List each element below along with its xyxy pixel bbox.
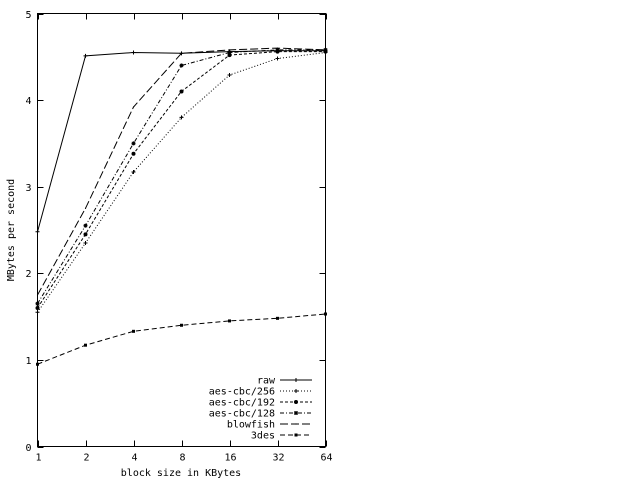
- x-tick-label: 16: [224, 453, 236, 464]
- y-tick-label: 0: [25, 443, 31, 454]
- data-point: [276, 47, 279, 49]
- y-tick-label: 2: [25, 269, 31, 280]
- x-tick-label: 32: [272, 453, 284, 464]
- data-point: [131, 141, 136, 146]
- data-point: [35, 305, 40, 310]
- y-tick-label: 1: [25, 356, 31, 367]
- data-point: [132, 329, 135, 333]
- series-line: [37, 313, 326, 365]
- data-point: [276, 316, 279, 320]
- data-point: [180, 52, 183, 54]
- legend: rawaes-cbc/256aes-cbc/192aes-cbc/128blow…: [209, 376, 312, 442]
- series-aes-cbc-192: [35, 49, 328, 310]
- data-point: [131, 50, 136, 55]
- data-point: [83, 223, 88, 228]
- series-line: [37, 50, 326, 232]
- data-point: [84, 207, 87, 209]
- y-tick-label: 4: [25, 96, 31, 107]
- data-point: [131, 169, 136, 174]
- data-point: [179, 89, 184, 94]
- data-point: [35, 310, 40, 315]
- data-point: [228, 49, 231, 51]
- data-point: [180, 323, 183, 327]
- data-point: [132, 106, 135, 108]
- y-axis: 0 1 2 3 4 5: [25, 10, 326, 454]
- data-point: [228, 319, 231, 323]
- data-point: [295, 423, 297, 425]
- data-point: [35, 301, 40, 306]
- plot-frame: [37, 13, 326, 447]
- data-point: [179, 63, 184, 68]
- data-point: [275, 56, 280, 61]
- data-point: [294, 389, 298, 393]
- data-point: [324, 49, 327, 51]
- legend-label: raw: [257, 376, 276, 387]
- data-point: [84, 343, 87, 347]
- y-tick-label: 3: [25, 183, 31, 194]
- data-point: [294, 411, 298, 415]
- data-point: [294, 378, 298, 382]
- data-point: [131, 151, 136, 156]
- data-point: [83, 53, 88, 58]
- data-point: [324, 312, 327, 316]
- series-aes-cbc-128: [35, 47, 328, 306]
- data-point: [294, 433, 298, 437]
- data-point: [36, 362, 39, 366]
- data-point: [227, 50, 232, 55]
- series-raw: [35, 48, 328, 234]
- y-tick-label: 5: [25, 10, 31, 21]
- data-point: [179, 115, 184, 120]
- legend-label: aes-cbc/192: [209, 398, 275, 409]
- legend-label: aes-cbc/128: [209, 409, 275, 420]
- x-axis-label: block size in KBytes: [121, 468, 241, 479]
- legend-label: blowfish: [227, 420, 275, 431]
- data-point: [83, 240, 88, 245]
- series-blowfish: [36, 47, 327, 296]
- data-point: [294, 400, 298, 404]
- legend-label: 3des: [251, 431, 275, 442]
- x-tick-label: 4: [131, 453, 137, 464]
- series-layer: [35, 47, 328, 366]
- data-point: [36, 294, 39, 296]
- data-point: [83, 232, 88, 237]
- data-point: [275, 47, 280, 52]
- x-tick-label: 8: [179, 453, 185, 464]
- x-tick-label: 1: [35, 453, 41, 464]
- series-3des: [36, 312, 327, 366]
- x-tick-label: 2: [83, 453, 89, 464]
- series-line: [37, 47, 326, 296]
- legend-label: aes-cbc/256: [209, 387, 275, 398]
- x-axis: 1 2 4 8 16 32 64: [35, 13, 333, 464]
- y-axis-label: MBytes per second: [6, 179, 17, 281]
- data-point: [35, 229, 40, 234]
- x-tick-label: 64: [320, 453, 332, 464]
- data-point: [227, 72, 232, 77]
- series-line: [37, 49, 326, 304]
